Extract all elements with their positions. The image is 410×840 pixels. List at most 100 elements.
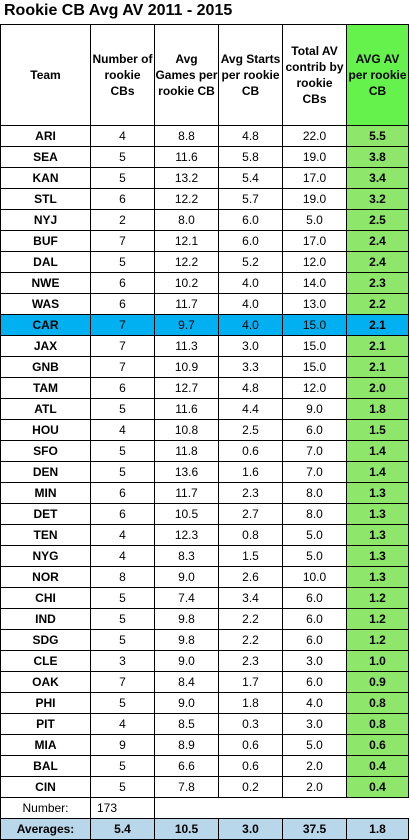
team-cell[interactable]: IND <box>0 608 91 630</box>
num-cell[interactable]: 7 <box>90 671 155 693</box>
team-cell[interactable]: MIA <box>0 734 91 756</box>
num-cell[interactable]: 5 <box>90 587 155 609</box>
num-cell[interactable]: 7 <box>90 335 155 357</box>
num-cell[interactable]: 5 <box>90 692 155 714</box>
games-cell[interactable]: 10.8 <box>154 419 219 441</box>
total-cell[interactable]: 9.0 <box>282 398 347 420</box>
total-cell[interactable]: 7.0 <box>282 440 347 462</box>
starts-cell[interactable]: 5.7 <box>218 188 283 210</box>
games-cell[interactable]: 8.0 <box>154 209 219 231</box>
avg-cell[interactable]: 3.2 <box>346 188 409 210</box>
team-cell[interactable]: TAM <box>0 377 91 399</box>
num-cell[interactable]: 5 <box>90 776 155 798</box>
avg-cell[interactable]: 1.2 <box>346 608 409 630</box>
starts-cell[interactable]: 3.3 <box>218 356 283 378</box>
avg-cell[interactable]: 0.8 <box>346 713 409 735</box>
team-cell[interactable]: DEN <box>0 461 91 483</box>
games-cell[interactable]: 10.2 <box>154 272 219 294</box>
header-num[interactable]: Number of rookie CBs <box>90 24 155 126</box>
num-cell[interactable]: 2 <box>90 209 155 231</box>
team-cell[interactable]: HOU <box>0 419 91 441</box>
total-cell[interactable]: 5.0 <box>282 734 347 756</box>
team-cell[interactable]: ATL <box>0 398 91 420</box>
starts-cell[interactable]: 1.7 <box>218 671 283 693</box>
num-cell[interactable]: 6 <box>90 293 155 315</box>
total-cell[interactable]: 15.0 <box>282 356 347 378</box>
header-games[interactable]: Avg Games per rookie CB <box>154 24 219 126</box>
starts-cell[interactable]: 0.6 <box>218 734 283 756</box>
games-cell[interactable]: 12.1 <box>154 230 219 252</box>
avg-cell[interactable]: 2.0 <box>346 377 409 399</box>
avg-cell[interactable]: 1.3 <box>346 524 409 546</box>
avg-cell[interactable]: 1.4 <box>346 461 409 483</box>
games-cell[interactable]: 9.8 <box>154 608 219 630</box>
avg-cell[interactable]: 1.2 <box>346 587 409 609</box>
header-total[interactable]: Total AV contrib by rookie CBs <box>282 24 347 126</box>
team-cell[interactable]: DET <box>0 503 91 525</box>
total-cell[interactable]: 6.0 <box>282 587 347 609</box>
averages-total[interactable]: 37.5 <box>282 818 347 840</box>
header-starts[interactable]: Avg Starts per rookie CB <box>218 24 283 126</box>
avg-cell[interactable]: 0.4 <box>346 776 409 798</box>
num-cell[interactable]: 3 <box>90 650 155 672</box>
team-cell[interactable]: BAL <box>0 755 91 777</box>
starts-cell[interactable]: 5.8 <box>218 146 283 168</box>
num-cell[interactable]: 5 <box>90 461 155 483</box>
avg-cell[interactable]: 0.6 <box>346 734 409 756</box>
team-cell[interactable]: CIN <box>0 776 91 798</box>
avg-cell[interactable]: 2.2 <box>346 293 409 315</box>
total-cell[interactable]: 8.0 <box>282 503 347 525</box>
games-cell[interactable]: 10.9 <box>154 356 219 378</box>
team-cell[interactable]: JAX <box>0 335 91 357</box>
num-cell[interactable]: 6 <box>90 272 155 294</box>
avg-cell[interactable]: 5.5 <box>346 125 409 147</box>
avg-cell[interactable]: 2.1 <box>346 335 409 357</box>
team-cell[interactable]: KAN <box>0 167 91 189</box>
avg-cell[interactable]: 0.8 <box>346 692 409 714</box>
avg-cell[interactable]: 1.3 <box>346 545 409 567</box>
num-cell[interactable]: 5 <box>90 167 155 189</box>
games-cell[interactable]: 8.9 <box>154 734 219 756</box>
starts-cell[interactable]: 1.8 <box>218 692 283 714</box>
num-cell[interactable]: 7 <box>90 230 155 252</box>
starts-cell[interactable]: 3.4 <box>218 587 283 609</box>
starts-cell[interactable]: 6.0 <box>218 209 283 231</box>
starts-cell[interactable]: 0.6 <box>218 755 283 777</box>
team-cell[interactable]: BUF <box>0 230 91 252</box>
total-cell[interactable]: 3.0 <box>282 650 347 672</box>
total-cell[interactable]: 2.0 <box>282 755 347 777</box>
num-cell[interactable]: 6 <box>90 503 155 525</box>
games-cell[interactable]: 11.8 <box>154 440 219 462</box>
total-cell[interactable]: 3.0 <box>282 713 347 735</box>
total-cell[interactable]: 12.0 <box>282 251 347 273</box>
num-cell[interactable]: 5 <box>90 755 155 777</box>
games-cell[interactable]: 11.7 <box>154 482 219 504</box>
starts-cell[interactable]: 2.2 <box>218 629 283 651</box>
team-cell[interactable]: SDG <box>0 629 91 651</box>
num-cell[interactable]: 7 <box>90 314 155 336</box>
games-cell[interactable]: 10.5 <box>154 503 219 525</box>
averages-label[interactable]: Averages: <box>0 818 91 840</box>
games-cell[interactable]: 11.3 <box>154 335 219 357</box>
total-cell[interactable]: 2.0 <box>282 776 347 798</box>
total-cell[interactable]: 22.0 <box>282 125 347 147</box>
games-cell[interactable]: 6.6 <box>154 755 219 777</box>
num-cell[interactable]: 5 <box>90 251 155 273</box>
num-cell[interactable]: 4 <box>90 545 155 567</box>
starts-cell[interactable]: 4.8 <box>218 125 283 147</box>
games-cell[interactable]: 12.3 <box>154 524 219 546</box>
games-cell[interactable]: 9.7 <box>154 314 219 336</box>
header-team[interactable]: Team <box>0 24 91 126</box>
starts-cell[interactable]: 2.7 <box>218 503 283 525</box>
num-cell[interactable]: 6 <box>90 482 155 504</box>
num-cell[interactable]: 5 <box>90 629 155 651</box>
avg-cell[interactable]: 1.3 <box>346 503 409 525</box>
number-value[interactable]: 173 <box>90 797 155 819</box>
team-cell[interactable]: OAK <box>0 671 91 693</box>
games-cell[interactable]: 8.4 <box>154 671 219 693</box>
games-cell[interactable]: 13.6 <box>154 461 219 483</box>
total-cell[interactable]: 6.0 <box>282 671 347 693</box>
total-cell[interactable]: 8.0 <box>282 482 347 504</box>
num-cell[interactable]: 4 <box>90 125 155 147</box>
avg-cell[interactable]: 1.0 <box>346 650 409 672</box>
